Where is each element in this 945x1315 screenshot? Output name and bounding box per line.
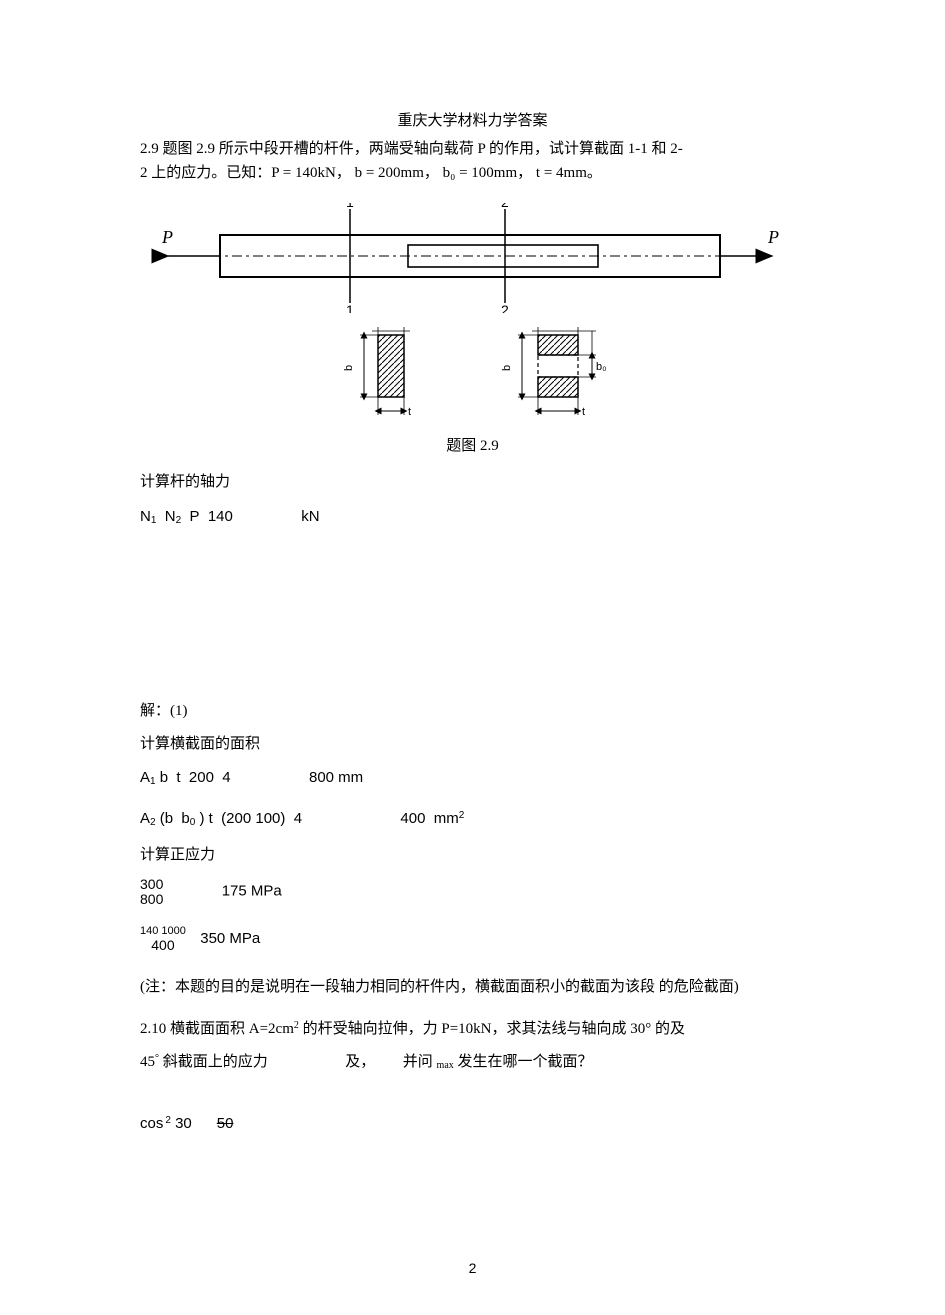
sigma1-val: 175 MPa [222,882,282,899]
sec2-t: t [582,406,585,418]
fig-label-1-bot: 1 [346,302,354,313]
A2-val: 400 mm2 [400,810,464,827]
sec2-b0: b₀ [596,361,607,373]
page-number: 2 [0,1258,945,1279]
sec2-b: b [501,364,513,370]
A1-expr: A1 b t 200 4 [140,769,231,786]
fig-P-right: P [767,227,779,247]
sigma2-val: 350 MPa [200,929,260,946]
A2-line: A2 (b b0 ) t (200 100) 4 400 mm2 [140,808,805,831]
problem-29-note: (注：本题的目的是说明在一段轴力相同的杆件内，横截面面积小的截面为该段 的危险截… [140,976,805,999]
axial-force-unit: kN [301,508,319,525]
sec1-t: t [408,406,411,418]
sigma1-line: 300 800 175 MPa [140,877,805,906]
problem-210-line2: 45° 斜截面上的应力 及， 并问 max 发生在哪一个截面？ [140,1051,805,1074]
stress-label: 计算正应力 [140,844,805,867]
axial-force-label: 计算杆的轴力 [140,471,805,494]
fig-P-left: P [161,227,173,247]
page-title: 重庆大学材料力学答案 [140,110,805,133]
A1-val: 800 mm [309,769,363,786]
sec1-b: b [343,364,355,370]
solution-header: 解：(1) [140,700,805,723]
sigma1-frac: 300 800 [140,877,163,906]
A1-line: A1 b t 200 4 800 mm [140,767,805,790]
figure-29-sections: b t b b₀ [263,319,683,429]
problem-210-line1: 2.10 横截面面积 A=2cm2 的杆受轴向拉伸，力 P=10kN，求其法线与… [140,1018,805,1041]
problem-210-bottom: cos2 30 50 [140,1113,805,1136]
sigma2-line: 140 1000 400 350 MPa [140,926,805,952]
problem-29-line1: 2.9 题图 2.9 所示中段开槽的杆件，两端受轴向载荷 P 的作用，试计算截面… [140,137,805,161]
fig-label-2-top: 2 [501,203,509,210]
fig-label-2-bot: 2 [501,302,509,313]
sigma2-frac: 140 1000 400 [140,926,186,952]
axial-force-lhs: N1 N2 P 140 [140,508,233,525]
fig-label-1-top: 1 [346,203,354,210]
figure-29-caption: 题图 2.9 [140,435,805,458]
page: 重庆大学材料力学答案 2.9 题图 2.9 所示中段开槽的杆件，两端受轴向载荷 … [0,0,945,1315]
figure-29-main: 1 1 2 2 P P [150,203,790,313]
area-label: 计算横截面的面积 [140,733,805,756]
A2-expr: A2 (b b0 ) t (200 100) 4 [140,810,302,827]
axial-force-expr: N1 N2 P 140 kN [140,506,805,529]
problem-29-line2: 2 上的应力。已知：P = 140kN， b = 200mm， b₀ = 100… [140,161,805,185]
